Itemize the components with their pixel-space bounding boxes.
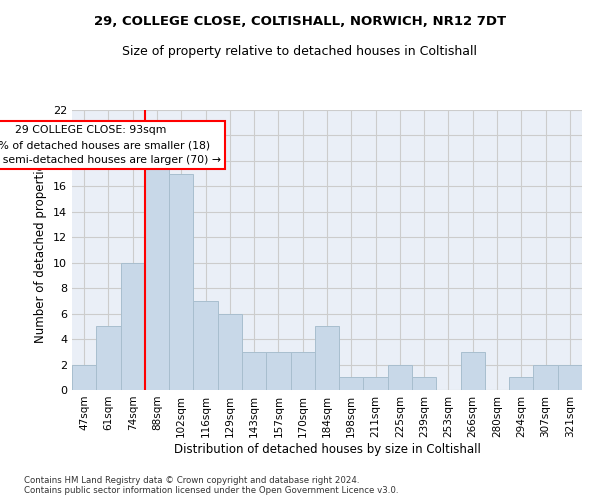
Text: 29, COLLEGE CLOSE, COLTISHALL, NORWICH, NR12 7DT: 29, COLLEGE CLOSE, COLTISHALL, NORWICH, …	[94, 15, 506, 28]
Bar	[558, 364, 582, 390]
Bar	[121, 262, 145, 390]
Bar	[266, 352, 290, 390]
Bar	[461, 352, 485, 390]
Y-axis label: Number of detached properties: Number of detached properties	[34, 157, 47, 343]
Bar	[96, 326, 121, 390]
X-axis label: Distribution of detached houses by size in Coltishall: Distribution of detached houses by size …	[173, 442, 481, 456]
Bar	[533, 364, 558, 390]
Bar	[509, 378, 533, 390]
Bar	[72, 364, 96, 390]
Bar	[412, 378, 436, 390]
Bar	[364, 378, 388, 390]
Bar	[145, 161, 169, 390]
Bar	[169, 174, 193, 390]
Text: Contains HM Land Registry data © Crown copyright and database right 2024.
Contai: Contains HM Land Registry data © Crown c…	[24, 476, 398, 495]
Bar	[218, 314, 242, 390]
Text: 29 COLLEGE CLOSE: 93sqm
← 20% of detached houses are smaller (18)
79% of semi-de: 29 COLLEGE CLOSE: 93sqm ← 20% of detache…	[0, 126, 221, 165]
Text: Size of property relative to detached houses in Coltishall: Size of property relative to detached ho…	[122, 45, 478, 58]
Bar	[290, 352, 315, 390]
Bar	[388, 364, 412, 390]
Bar	[315, 326, 339, 390]
Bar	[193, 301, 218, 390]
Bar	[242, 352, 266, 390]
Bar	[339, 378, 364, 390]
